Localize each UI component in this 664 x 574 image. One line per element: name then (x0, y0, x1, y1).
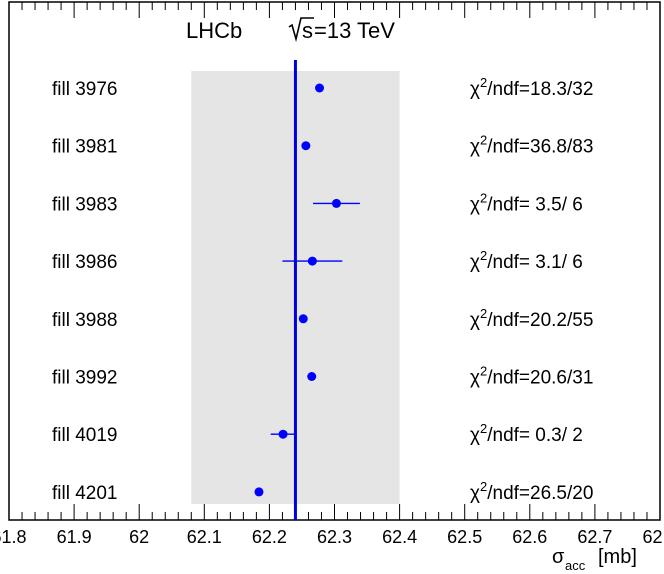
data-point (315, 83, 325, 93)
svg-text:=13 TeV: =13 TeV (314, 18, 395, 43)
chi2-label: χ2/ndf=18.3/32 (470, 75, 593, 100)
x-tick-label: 62.3 (317, 527, 352, 547)
data-point (331, 198, 341, 208)
chi2-label: χ2/ndf= 0.3/ 2 (470, 421, 583, 446)
experiment-label: LHCb (186, 18, 242, 43)
x-tick-label: 61.8 (0, 527, 27, 547)
x-tick-label: 62.7 (577, 527, 612, 547)
x-tick-label: 62 (129, 527, 149, 547)
svg-text:acc: acc (565, 558, 586, 573)
chi2-label: χ2/ndf=26.5/20 (470, 479, 593, 504)
x-tick-label: 62.1 (187, 527, 222, 547)
x-tick-label: 62.2 (252, 527, 287, 547)
fill-label: fill 3981 (52, 137, 118, 158)
data-point (298, 314, 308, 324)
fill-label: fill 3976 (52, 79, 118, 100)
x-axis-tick-labels: 61.8 61.9 62 62.1 62.2 62.3 62.4 62.5 62.6 62.7 62… (0, 527, 664, 547)
fill-label: fill 3986 (52, 252, 118, 273)
svg-text:[mb]: [mb] (598, 546, 637, 568)
data-points (254, 83, 360, 497)
data-point (307, 372, 317, 381)
svg-text:s: s (302, 18, 313, 43)
fill-label: fill 4019 (52, 425, 118, 446)
data-point (254, 487, 264, 497)
fill-label: fill 3988 (52, 310, 118, 331)
x-tick-label: 62.5 (447, 527, 482, 547)
chi2-label: χ2/ndf=20.2/55 (470, 306, 593, 331)
fill-label: fill 4201 (52, 483, 118, 504)
chi2-label: χ2/ndf=36.8/83 (470, 133, 593, 158)
x-tick-label: 62.6 (512, 527, 547, 547)
fill-labels: fill 3976 fill 3981 fill 3983 fill 3986 fill… (52, 79, 118, 504)
x-axis-label: σ acc [mb] (552, 546, 637, 573)
fill-label: fill 3983 (52, 194, 118, 215)
x-axis-ticks (8, 2, 661, 520)
chi2-labels: χ2/ndf=18.3/32 χ2/ndf=36.8/83 χ2/ndf= 3.5/… (470, 75, 593, 504)
x-tick-label: 62.4 (382, 527, 417, 547)
svg-text:σ: σ (552, 546, 565, 568)
x-tick-label: 62.8 (642, 527, 664, 547)
chi2-label: χ2/ndf= 3.5/ 6 (470, 190, 583, 215)
data-point (278, 429, 288, 439)
sqrt-sign-icon (288, 17, 314, 43)
chi2-label: χ2/ndf= 3.1/ 6 (470, 248, 583, 273)
energy-label: s =13 TeV (288, 17, 395, 43)
chi2-label: χ2/ndf=20.6/31 (470, 364, 593, 389)
fill-label: fill 3992 (52, 368, 118, 389)
data-point (307, 256, 317, 266)
x-tick-label: 61.9 (57, 527, 92, 547)
data-point (301, 141, 311, 151)
